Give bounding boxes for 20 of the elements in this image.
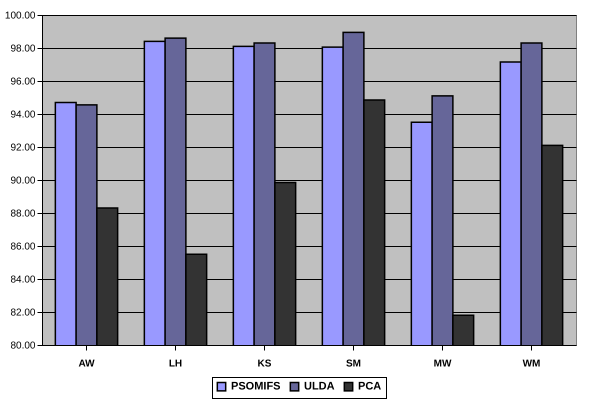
y-tick-label: 94.00: [10, 110, 36, 120]
y-tick-label: 84.00: [10, 274, 36, 286]
y-tick-label: 98.00: [10, 44, 36, 54]
x-tick-label: WM: [522, 358, 540, 370]
y-tick-label: 90.00: [10, 176, 36, 186]
y-tick-label: 88.00: [10, 208, 36, 220]
legend-label: PSOMIFS: [231, 380, 281, 393]
y-tick-label: 86.00: [10, 242, 36, 252]
y-tick-label: 80.00: [10, 340, 36, 352]
legend-label: PCA: [358, 380, 382, 393]
legend-label: ULDA: [304, 380, 335, 393]
x-tick-label: LH: [168, 358, 182, 370]
x-tick-label: MW: [434, 358, 452, 370]
y-tick-label: 82.00: [10, 308, 36, 318]
x-tick-label: KS: [258, 358, 272, 370]
y-tick-label: 96.00: [10, 76, 36, 88]
x-tick-label: SM: [346, 358, 361, 370]
y-tick-label: 100.00: [4, 10, 36, 22]
y-tick-label: 92.00: [10, 142, 36, 154]
x-tick-label: AW: [78, 358, 96, 370]
